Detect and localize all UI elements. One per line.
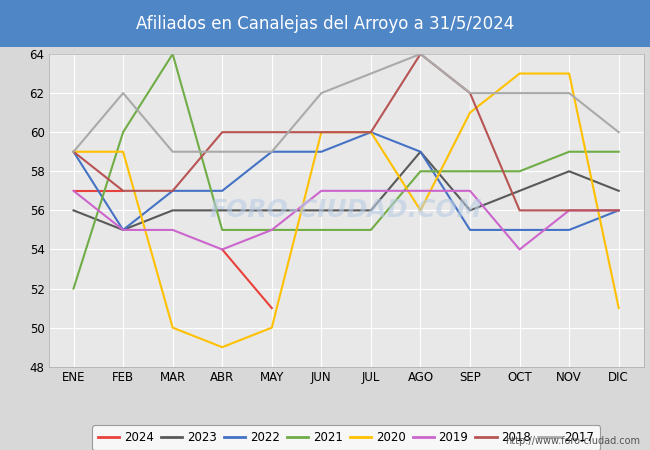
- Text: FORO-CIUDAD.COM: FORO-CIUDAD.COM: [210, 198, 482, 222]
- Text: Afiliados en Canalejas del Arroyo a 31/5/2024: Afiliados en Canalejas del Arroyo a 31/5…: [136, 14, 514, 33]
- Text: http://www.foro-ciudad.com: http://www.foro-ciudad.com: [505, 436, 640, 446]
- Legend: 2024, 2023, 2022, 2021, 2020, 2019, 2018, 2017: 2024, 2023, 2022, 2021, 2020, 2019, 2018…: [92, 425, 600, 450]
